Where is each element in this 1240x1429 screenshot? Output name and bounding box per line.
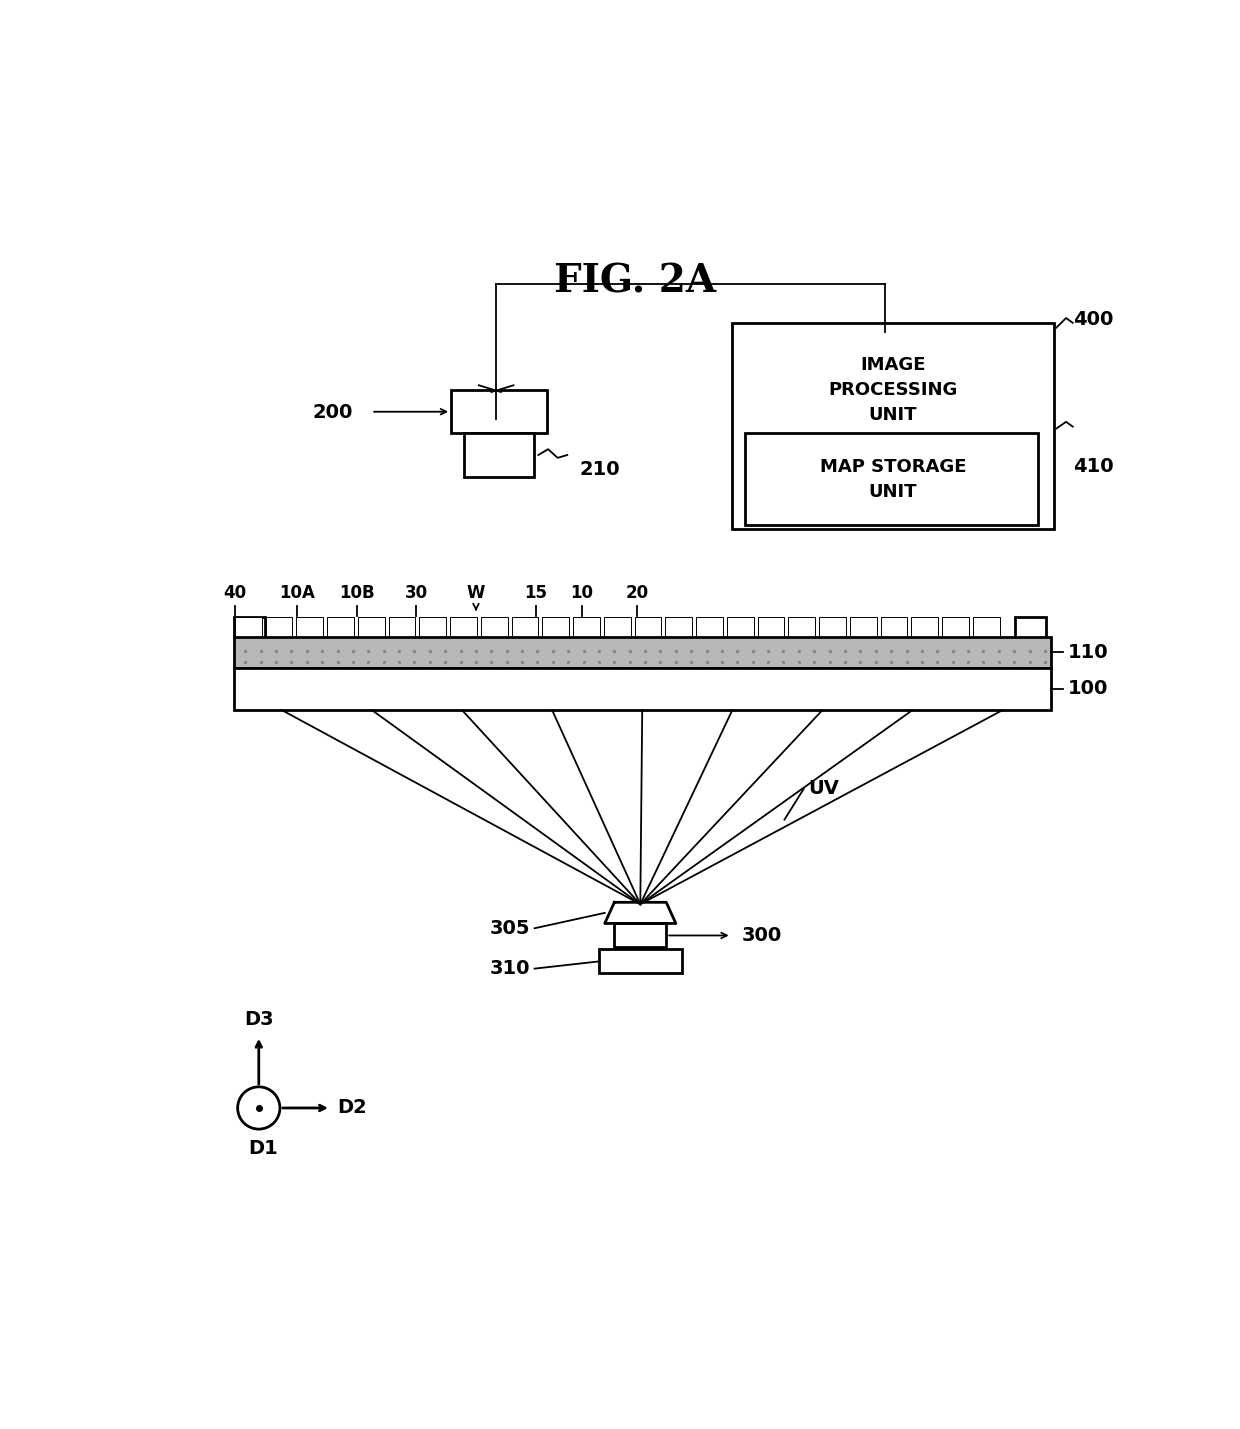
FancyBboxPatch shape	[419, 617, 446, 637]
Text: IMAGE
PROCESSING
UNIT: IMAGE PROCESSING UNIT	[828, 356, 957, 424]
FancyBboxPatch shape	[481, 617, 507, 637]
FancyBboxPatch shape	[358, 617, 384, 637]
FancyBboxPatch shape	[573, 617, 600, 637]
Text: D3: D3	[244, 1010, 274, 1029]
FancyBboxPatch shape	[265, 617, 293, 637]
FancyBboxPatch shape	[388, 617, 415, 637]
FancyBboxPatch shape	[635, 617, 661, 637]
Text: 10A: 10A	[279, 583, 315, 602]
FancyBboxPatch shape	[696, 617, 723, 637]
FancyBboxPatch shape	[745, 433, 1038, 524]
FancyBboxPatch shape	[234, 617, 264, 637]
Text: D1: D1	[248, 1139, 278, 1157]
Text: MAP STORAGE
UNIT: MAP STORAGE UNIT	[820, 457, 966, 502]
Text: 400: 400	[1073, 310, 1114, 330]
Text: 100: 100	[1068, 679, 1109, 699]
FancyBboxPatch shape	[820, 617, 846, 637]
Text: UV: UV	[808, 779, 839, 799]
Text: 40: 40	[223, 583, 247, 602]
Text: 210: 210	[580, 460, 620, 479]
FancyBboxPatch shape	[512, 617, 538, 637]
Text: 200: 200	[312, 403, 353, 422]
FancyBboxPatch shape	[296, 617, 324, 637]
FancyBboxPatch shape	[604, 617, 631, 637]
FancyBboxPatch shape	[465, 433, 533, 477]
FancyBboxPatch shape	[451, 390, 547, 433]
Text: 310: 310	[490, 959, 529, 977]
FancyBboxPatch shape	[942, 617, 968, 637]
FancyBboxPatch shape	[542, 617, 569, 637]
FancyBboxPatch shape	[599, 949, 682, 973]
Text: W: W	[466, 583, 485, 602]
Text: 10B: 10B	[339, 583, 374, 602]
FancyBboxPatch shape	[450, 617, 477, 637]
FancyBboxPatch shape	[327, 617, 353, 637]
Text: 20: 20	[626, 583, 649, 602]
Text: 410: 410	[1073, 457, 1114, 476]
FancyBboxPatch shape	[1016, 617, 1045, 637]
FancyBboxPatch shape	[880, 617, 908, 637]
Text: 300: 300	[742, 926, 781, 945]
Text: D2: D2	[337, 1099, 367, 1117]
Text: 30: 30	[404, 583, 428, 602]
Text: 110: 110	[1068, 643, 1109, 662]
FancyBboxPatch shape	[849, 617, 877, 637]
FancyBboxPatch shape	[789, 617, 815, 637]
FancyBboxPatch shape	[234, 667, 1050, 710]
Text: 305: 305	[490, 919, 529, 937]
Text: FIG. 2A: FIG. 2A	[554, 263, 717, 300]
Text: 10: 10	[570, 583, 593, 602]
FancyBboxPatch shape	[727, 617, 754, 637]
FancyBboxPatch shape	[758, 617, 785, 637]
FancyBboxPatch shape	[234, 617, 262, 637]
FancyBboxPatch shape	[234, 637, 1050, 667]
Text: 15: 15	[525, 583, 547, 602]
FancyBboxPatch shape	[666, 617, 692, 637]
FancyBboxPatch shape	[732, 323, 1054, 530]
Polygon shape	[605, 902, 676, 923]
FancyBboxPatch shape	[973, 617, 999, 637]
FancyBboxPatch shape	[911, 617, 939, 637]
FancyBboxPatch shape	[614, 923, 666, 947]
